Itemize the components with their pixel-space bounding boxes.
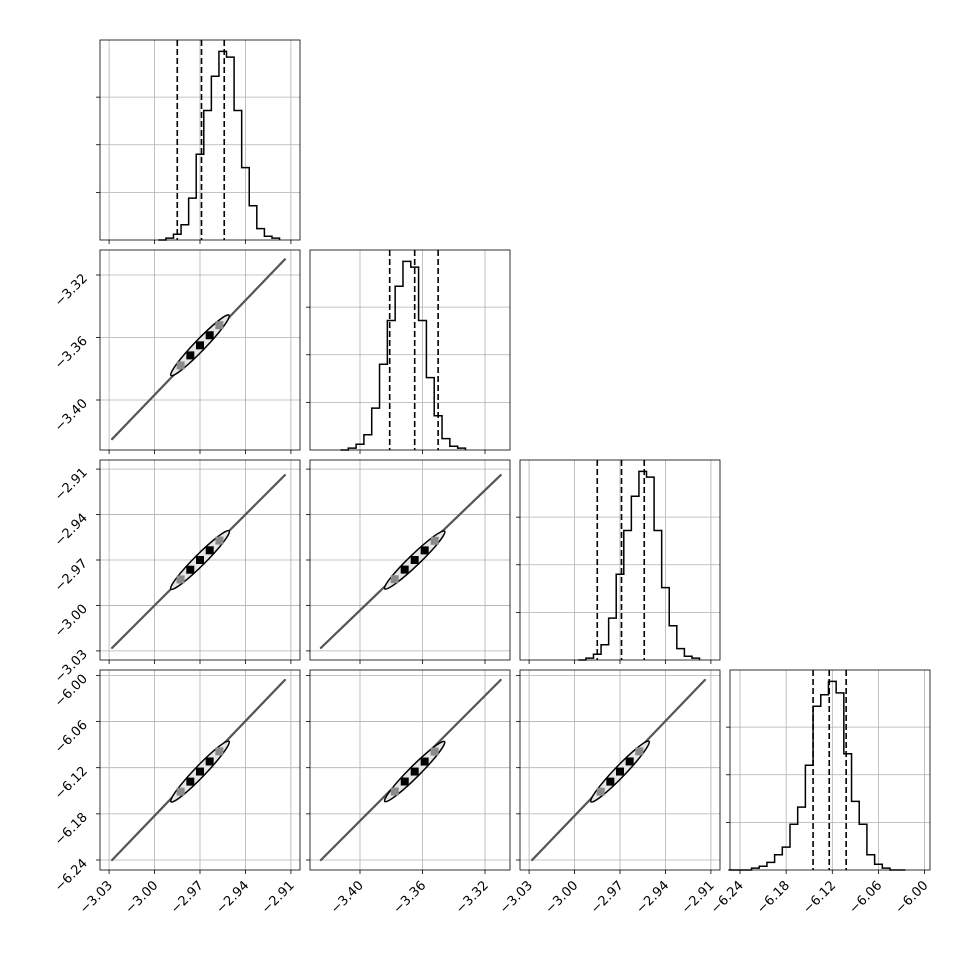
density-cell <box>176 361 185 370</box>
density-cell <box>390 787 399 796</box>
hist-4-frame <box>729 669 931 871</box>
density-cell <box>625 757 634 766</box>
y-tick-label: −3.36 <box>52 334 91 373</box>
density-cell <box>410 767 419 776</box>
density-cell <box>400 777 409 786</box>
density-cell <box>186 351 195 360</box>
density-cell <box>215 536 224 545</box>
x-tick-label: −3.36 <box>391 878 430 917</box>
x-tick-label: −6.06 <box>847 878 886 917</box>
density-cell <box>635 747 644 756</box>
scatter-3-1-panel: −3.03−3.00−2.97−2.94−2.91 <box>52 459 301 686</box>
y-tick-label: −3.00 <box>52 602 91 641</box>
x-tick-label: −3.40 <box>328 878 367 917</box>
histogram-step <box>728 680 906 871</box>
x-tick-label: −2.91 <box>259 878 298 917</box>
x-tick-label: −2.94 <box>634 878 673 917</box>
scatter-4-3-panel: −3.03 −3.00 −2.97 −2.94 −2.91 <box>497 669 721 917</box>
x-tick-label: −6.12 <box>800 878 839 917</box>
density-cell <box>205 331 214 340</box>
y-tick-label: −6.18 <box>52 810 91 849</box>
density-cell <box>196 556 204 564</box>
y-tick-label: −3.32 <box>52 271 91 310</box>
y-tick-label: −6.24 <box>52 856 91 895</box>
hist-2-frame <box>309 249 511 451</box>
density-cell <box>196 767 204 776</box>
scatter-4-2-panel: −3.40 −3.36 −3.32 <box>306 669 511 917</box>
scatter-4-1-panel: −6.24−6.18−6.12−6.06−6.00−3.03 −3.00 −2.97… <box>52 669 301 917</box>
density-cell <box>420 546 429 555</box>
hist-3-panel <box>516 459 721 664</box>
histogram-step <box>340 260 467 451</box>
density-cell <box>196 341 204 350</box>
x-tick-label: −6.18 <box>754 878 793 917</box>
x-tick-label: −6.24 <box>708 878 747 917</box>
density-cell <box>410 556 419 564</box>
y-tick-label: −2.91 <box>52 465 91 504</box>
y-tick-label: −2.97 <box>52 556 91 595</box>
density-cell <box>176 575 185 584</box>
scatter-3-2-panel <box>306 459 511 664</box>
x-tick-label: −2.94 <box>214 878 253 917</box>
x-tick-label: −3.00 <box>123 878 162 917</box>
histogram-step <box>158 50 281 241</box>
x-tick-label: −2.97 <box>168 878 207 917</box>
density-cell <box>215 747 224 756</box>
density-cell <box>215 321 224 330</box>
density-cell <box>616 767 624 776</box>
density-cell <box>430 747 439 756</box>
hist-4-panel: −6.24 −6.18 −6.12 −6.06 −6.00 <box>708 669 932 917</box>
density-cell <box>205 757 214 766</box>
y-tick-label: −2.94 <box>52 511 91 550</box>
density-cell <box>596 787 605 796</box>
hist-1-panel <box>96 39 301 244</box>
density-cell <box>176 787 185 796</box>
scatter-4-2-frame <box>309 669 511 871</box>
x-tick-label: −6.00 <box>893 878 932 917</box>
density-cell <box>186 565 195 574</box>
x-tick-label: −3.00 <box>543 878 582 917</box>
x-tick-label: −3.03 <box>77 878 116 917</box>
density-cell <box>420 757 429 766</box>
density-cell <box>205 546 214 555</box>
y-tick-label: −6.12 <box>52 764 91 803</box>
density-cell <box>606 777 615 786</box>
histogram-step <box>578 470 701 661</box>
density-cell <box>430 536 439 545</box>
scatter-2-1-panel: −3.40 −3.36 −3.32 <box>52 249 301 454</box>
x-tick-label: −3.03 <box>497 878 536 917</box>
density-cell <box>390 575 399 584</box>
x-tick-label: −2.97 <box>588 878 627 917</box>
y-tick-label: −3.40 <box>52 396 91 435</box>
hist-2-panel <box>306 249 511 454</box>
density-cell <box>186 777 195 786</box>
x-tick-label: −3.32 <box>453 878 492 917</box>
density-cell <box>400 565 409 574</box>
y-tick-label: −6.06 <box>52 718 91 757</box>
